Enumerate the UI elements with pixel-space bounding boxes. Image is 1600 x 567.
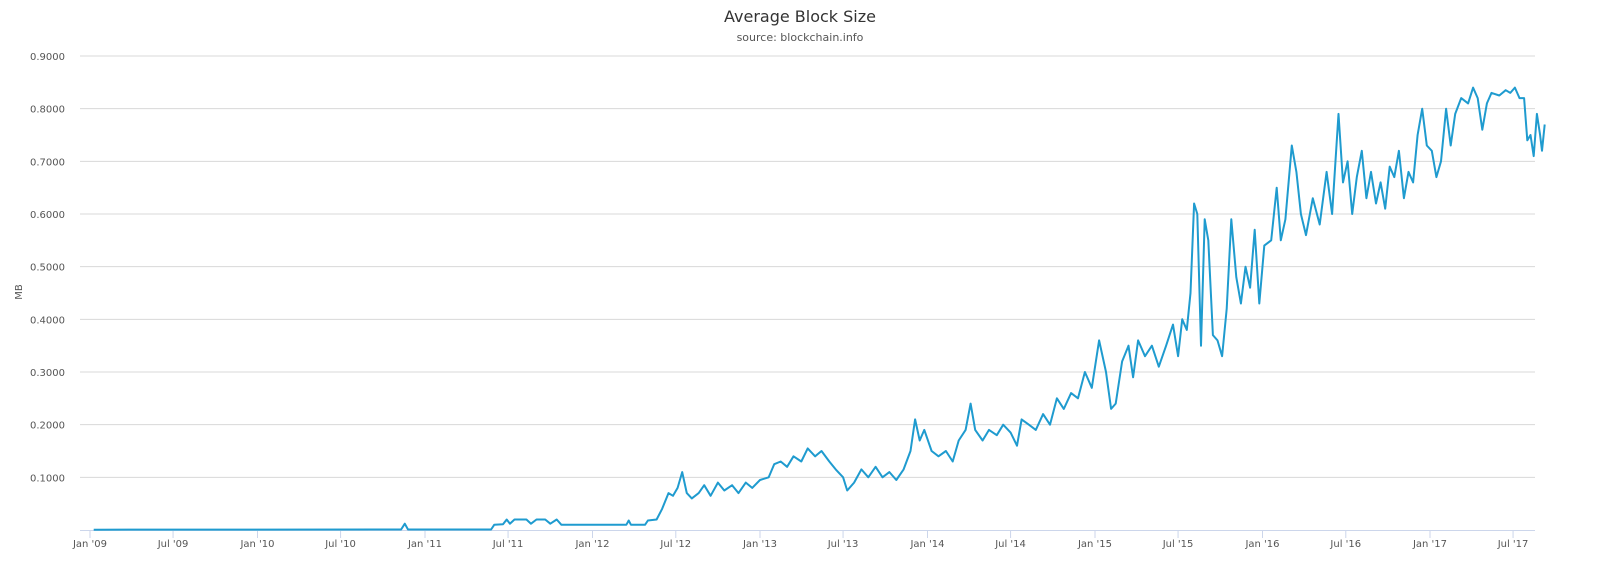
y-tick-label: 0.1000 [30, 473, 65, 484]
y-tick-label: 0.7000 [30, 157, 65, 168]
y-tick-label: 0.5000 [30, 263, 65, 274]
x-tick-label: Jan '17 [1412, 539, 1447, 550]
chart-subtitle: source: blockchain.info [737, 31, 864, 44]
y-tick-label: 0.8000 [30, 105, 65, 116]
x-tick-label: Jan '10 [239, 539, 274, 550]
series-layer [93, 86, 1546, 531]
y-axis-ticks: 0.1000 0.2000 0.3000 0.4000 0.5000 0.6000 0.70… [30, 52, 65, 484]
y-tick-label: 0.3000 [30, 368, 65, 379]
x-tick-label: Jan '09 [72, 539, 107, 550]
chart-title: Average Block Size [724, 7, 876, 26]
y-tick-label: 0.9000 [30, 52, 65, 63]
x-tick-label: Jan '16 [1244, 539, 1279, 550]
x-tick-label: Jul '13 [827, 539, 859, 550]
x-tick-label: Jul '16 [1329, 539, 1361, 550]
y-tick-label: 0.4000 [30, 315, 65, 326]
x-tick-label: Jul '11 [492, 539, 524, 550]
x-tick-label: Jul '14 [994, 539, 1026, 550]
y-tick-label: 0.6000 [30, 210, 65, 221]
x-tick-label: Jan '12 [574, 539, 609, 550]
x-tick-label: Jul '15 [1162, 539, 1194, 550]
x-tick-label: Jan '13 [742, 539, 777, 550]
x-tick-label: Jan '11 [407, 539, 442, 550]
x-tick-label: Jul '17 [1497, 539, 1529, 550]
y-axis-label: MB [14, 284, 25, 300]
x-tick-label: Jan '15 [1077, 539, 1112, 550]
x-tick-label: Jan '14 [909, 539, 944, 550]
x-tick-label: Jul '12 [659, 539, 691, 550]
gridlines [80, 55, 1535, 531]
series-line [93, 86, 1546, 531]
y-tick-label: 0.2000 [30, 421, 65, 432]
x-tick-label: Jul '10 [324, 539, 356, 550]
x-axis-ticks: Jan '09 Jul '09 Jan '10 Jul '10 Jan '11 Jul '… [72, 530, 1528, 550]
x-tick-label: Jul '09 [157, 539, 189, 550]
